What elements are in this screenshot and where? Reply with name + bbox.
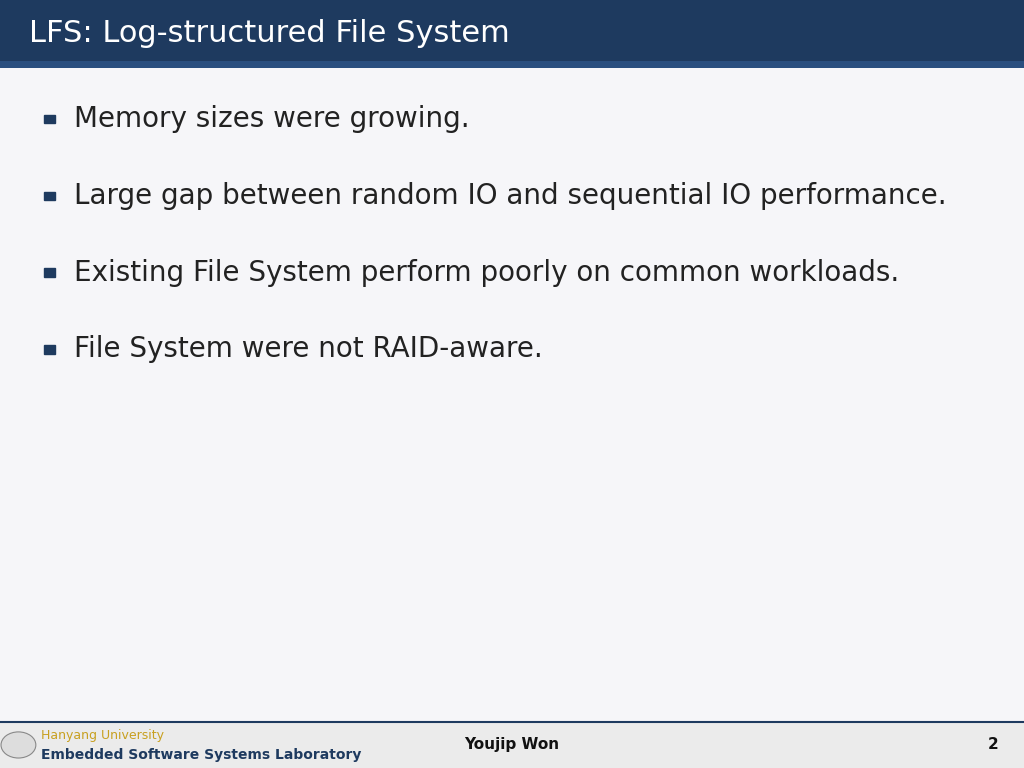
Bar [43,268,55,276]
Bar [43,115,55,124]
Text: Memory sizes were growing.: Memory sizes were growing. [74,105,469,133]
Text: Hanyang University: Hanyang University [41,730,164,742]
Bar [43,192,55,200]
Text: 2: 2 [988,737,998,753]
Text: Existing File System perform poorly on common workloads.: Existing File System perform poorly on c… [74,259,899,286]
Text: File System were not RAID-aware.: File System were not RAID-aware. [74,336,543,363]
Text: Large gap between random IO and sequential IO performance.: Large gap between random IO and sequenti… [74,182,946,210]
Circle shape [1,732,36,758]
Bar [0,68,1024,722]
Bar [43,346,55,353]
Text: Youjip Won: Youjip Won [465,737,559,753]
Text: LFS: Log-structured File System: LFS: Log-structured File System [29,19,509,48]
Text: Embedded Software Systems Laboratory: Embedded Software Systems Laboratory [41,748,361,762]
Bar [0,722,1024,768]
Bar [0,0,1024,68]
Bar [0,61,1024,68]
